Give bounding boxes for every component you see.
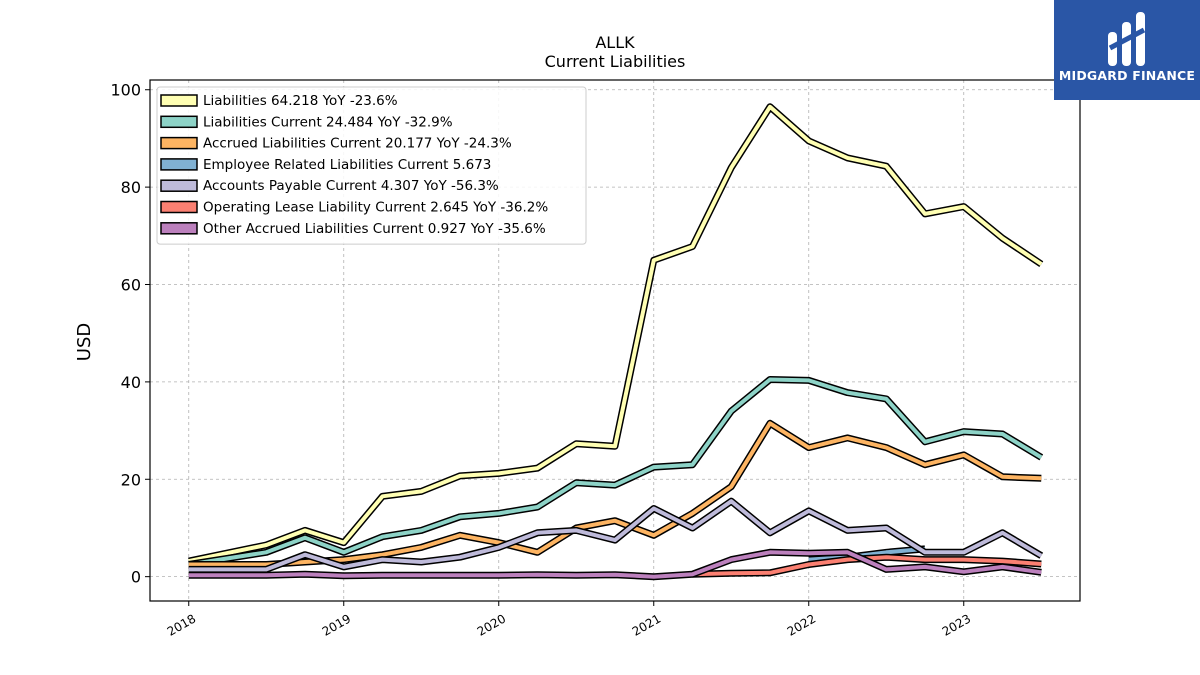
- legend-entry: Liabilities Current 24.484 YoY -32.9%: [203, 114, 453, 130]
- series-stroke: [808, 546, 926, 562]
- legend-entry: Accrued Liabilities Current 20.177 YoY -…: [203, 136, 512, 152]
- y-tick-label: 0: [131, 568, 141, 587]
- x-tick-label: 2020: [475, 611, 508, 638]
- midgard-logo-icon: [1108, 12, 1146, 66]
- legend-swatch: [160, 136, 198, 150]
- legend-swatch: [160, 94, 198, 107]
- series-line-0: [188, 103, 1044, 565]
- x-tick-label: 2021: [630, 611, 663, 638]
- legend-entry: Other Accrued Liabilities Current 0.927 …: [203, 221, 546, 237]
- legend-swatch: [160, 179, 198, 192]
- chart-subtitle: Current Liabilities: [545, 52, 686, 71]
- plot-frame: [149, 79, 1081, 602]
- series-line-4: [188, 497, 1044, 573]
- legend-swatch: [160, 115, 198, 129]
- legend-swatch: [160, 200, 198, 214]
- legend-entry: Operating Lease Liability Current 2.645 …: [203, 200, 548, 216]
- series-line-6: [188, 548, 1042, 581]
- y-tick-label: 40: [121, 373, 141, 392]
- y-axis-label: USD: [74, 323, 95, 361]
- y-tick-label: 60: [121, 276, 141, 295]
- series-stroke: [188, 550, 1042, 579]
- series-line-1: [188, 376, 1044, 568]
- x-tick-label: 2022: [785, 611, 818, 638]
- x-tick-label: 2019: [320, 611, 353, 638]
- y-tick-label: 100: [110, 81, 141, 100]
- x-tick-label: 2023: [940, 611, 973, 638]
- midgard-finance-logo: MIDGARD FINANCE: [1054, 0, 1200, 100]
- x-tick-label: 2018: [165, 611, 198, 638]
- legend-entry: Employee Related Liabilities Current 5.6…: [203, 157, 491, 173]
- legend-swatch: [160, 158, 198, 171]
- series-stroke: [188, 104, 1043, 564]
- series-lines: [188, 103, 1044, 581]
- series-stroke: [188, 499, 1043, 572]
- legend: Liabilities 64.218 YoY -23.6% Liabilities…: [156, 86, 587, 245]
- legend-swatch: [160, 222, 198, 235]
- legend-box: [156, 86, 587, 245]
- series-line-3: [808, 545, 926, 564]
- series-stroke: [188, 377, 1043, 567]
- y-tick-label: 20: [121, 470, 141, 489]
- y-tick-label: 80: [121, 178, 141, 197]
- legend-entry: Accounts Payable Current 4.307 YoY -56.3…: [203, 178, 499, 194]
- legend-entry: Liabilities 64.218 YoY -23.6%: [203, 93, 398, 109]
- chart-title: ALLK: [595, 33, 635, 52]
- logo-text: MIDGARD FINANCE: [1058, 68, 1196, 83]
